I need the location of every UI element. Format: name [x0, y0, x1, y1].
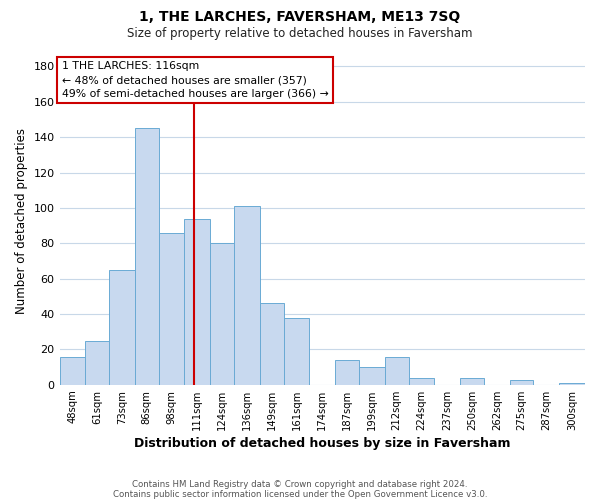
- Bar: [59, 356, 85, 385]
- Text: Contains public sector information licensed under the Open Government Licence v3: Contains public sector information licen…: [113, 490, 487, 499]
- Bar: [85, 340, 109, 385]
- Bar: [335, 360, 359, 385]
- Bar: [135, 128, 158, 385]
- Bar: [234, 206, 260, 385]
- Bar: [359, 367, 385, 385]
- Bar: [210, 244, 234, 385]
- Text: Size of property relative to detached houses in Faversham: Size of property relative to detached ho…: [127, 28, 473, 40]
- X-axis label: Distribution of detached houses by size in Faversham: Distribution of detached houses by size …: [134, 437, 511, 450]
- Bar: [509, 380, 533, 385]
- Bar: [409, 378, 434, 385]
- Text: Contains HM Land Registry data © Crown copyright and database right 2024.: Contains HM Land Registry data © Crown c…: [132, 480, 468, 489]
- Text: 1 THE LARCHES: 116sqm
← 48% of detached houses are smaller (357)
49% of semi-det: 1 THE LARCHES: 116sqm ← 48% of detached …: [62, 61, 328, 99]
- Bar: [385, 356, 409, 385]
- Y-axis label: Number of detached properties: Number of detached properties: [15, 128, 28, 314]
- Bar: [109, 270, 135, 385]
- Bar: [284, 318, 310, 385]
- Bar: [184, 218, 210, 385]
- Bar: [460, 378, 484, 385]
- Text: 1, THE LARCHES, FAVERSHAM, ME13 7SQ: 1, THE LARCHES, FAVERSHAM, ME13 7SQ: [139, 10, 461, 24]
- Bar: [158, 232, 184, 385]
- Bar: [559, 383, 585, 385]
- Bar: [260, 304, 284, 385]
